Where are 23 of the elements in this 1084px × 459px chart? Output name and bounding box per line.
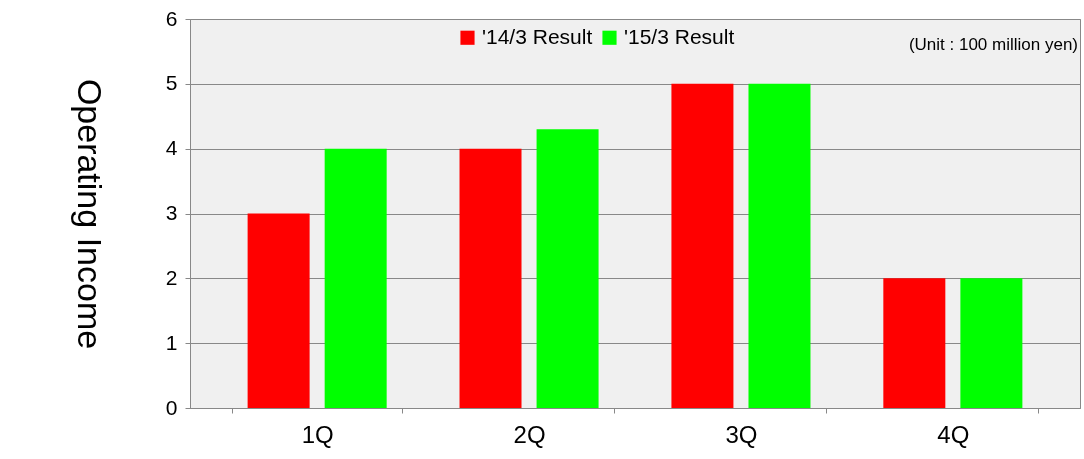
bar bbox=[883, 278, 946, 408]
bar bbox=[247, 213, 310, 408]
bar bbox=[459, 148, 522, 408]
y-tick-label: 6 bbox=[165, 6, 178, 30]
bar bbox=[536, 129, 599, 408]
bar bbox=[960, 278, 1023, 408]
y-tick-label: 1 bbox=[165, 330, 178, 354]
y-tick-label: 2 bbox=[165, 265, 178, 289]
x-tick-label: 4Q bbox=[937, 420, 970, 448]
y-tick-label: 3 bbox=[165, 201, 178, 224]
bar bbox=[748, 83, 811, 408]
annotation: (Unit : 100 million yen) bbox=[908, 35, 1078, 54]
x-tick-label: 2Q bbox=[513, 420, 546, 448]
legend-label: '14/3 Result bbox=[482, 24, 593, 48]
y-tick-label: 4 bbox=[165, 136, 178, 160]
x-tick-label: 3Q bbox=[725, 420, 758, 448]
y-tick-label: 5 bbox=[165, 71, 178, 95]
legend-label: '15/3 Result bbox=[624, 24, 735, 48]
bar bbox=[324, 148, 387, 408]
y-axis-title: Operating Income bbox=[70, 78, 109, 350]
y-tick-label: 0 bbox=[165, 395, 178, 419]
bar bbox=[671, 83, 734, 408]
x-tick-label: 1Q bbox=[301, 420, 334, 448]
